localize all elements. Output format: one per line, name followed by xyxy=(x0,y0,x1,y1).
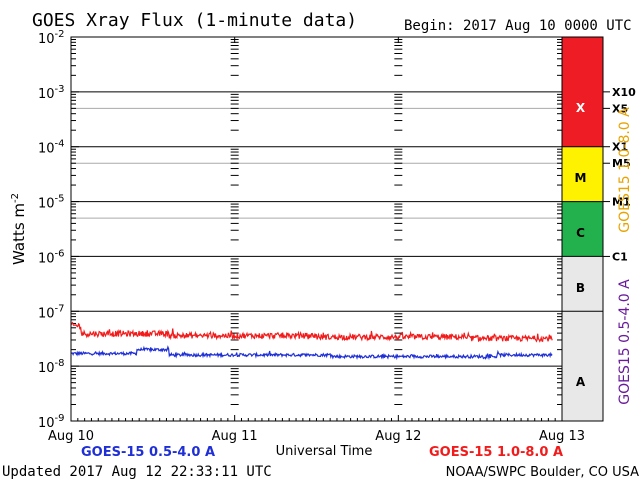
y-tick-label-base: 10 xyxy=(38,87,55,102)
y-tick-label: 10-6 xyxy=(38,248,65,266)
y-tick-label-exponent: -8 xyxy=(55,358,65,369)
class-marker-label: X1 xyxy=(612,141,628,154)
x-tick-label: Aug 10 xyxy=(48,429,94,444)
y-tick-label-exponent: -6 xyxy=(55,248,65,259)
y-tick-label-exponent: -5 xyxy=(55,194,65,205)
legend-long-channel: GOES-15 1.0-8.0 A xyxy=(429,445,563,460)
x-tick-label: Aug 11 xyxy=(212,429,258,444)
y-tick-label: 10-9 xyxy=(38,413,65,431)
y-axis-label: Watts m-2 xyxy=(10,193,28,265)
class-band-m xyxy=(562,146,603,202)
chart-title: GOES Xray Flux (1-minute data) xyxy=(32,10,357,31)
class-marker-labels: X10 X5 X1 M5 M1 C1 xyxy=(603,86,636,263)
y-tick-label-exponent: -9 xyxy=(55,413,65,424)
class-band-label-a: A xyxy=(576,375,586,389)
class-band-a xyxy=(562,311,603,421)
y-tick-label-base: 10 xyxy=(38,306,55,321)
class-band-x xyxy=(562,37,603,147)
y-axis-label-sup: -2 xyxy=(10,193,21,203)
series-line-short-channel xyxy=(70,345,553,361)
right-axis-label-long-channel: GOES15 1.0-8.0 A xyxy=(617,107,633,233)
x-tick-label: Aug 12 xyxy=(375,429,421,444)
class-band-label-m: M xyxy=(575,171,587,185)
x-axis-label: Universal Time xyxy=(276,444,373,459)
y-tick-label-base: 10 xyxy=(38,197,55,212)
class-marker-label: X5 xyxy=(612,102,628,115)
class-band-c xyxy=(562,201,603,257)
y-tick-label-exponent: -3 xyxy=(55,84,65,95)
footer-updated: Updated 2017 Aug 12 22:33:11 UTC xyxy=(2,464,272,480)
class-marker-label: M1 xyxy=(612,196,631,209)
right-axis-label-short-channel: GOES15 0.5-4.0 A xyxy=(617,279,633,405)
class-band-b xyxy=(562,256,603,312)
y-tick-label: 10-7 xyxy=(38,303,65,321)
y-tick-labels: 10-210-310-410-510-610-710-810-9 xyxy=(38,29,79,431)
series-line-long-channel xyxy=(70,321,553,343)
y-tick-label-base: 10 xyxy=(38,361,55,376)
footer-source: NOAA/SWPC Boulder, CO USA xyxy=(446,465,639,480)
y-tick-label-base: 10 xyxy=(38,142,55,157)
y-tick-label-base: 10 xyxy=(38,32,55,47)
class-marker-label: X10 xyxy=(612,86,636,99)
flare-class-bands: X M C B A xyxy=(561,36,604,422)
class-band-label-c: C xyxy=(576,226,585,240)
y-tick-label-base: 10 xyxy=(38,251,55,266)
y-tick-label-exponent: -2 xyxy=(55,29,65,40)
x-tick-label: Aug 13 xyxy=(539,429,585,444)
x-tick-labels: Aug 10 Aug 11 Aug 12 Aug 13 xyxy=(48,429,585,444)
plot-frame xyxy=(70,36,563,422)
begin-label: Begin: 2017 Aug 10 0000 UTC xyxy=(404,18,632,34)
y-tick-label-base: 10 xyxy=(38,416,55,431)
y-tick-label: 10-5 xyxy=(38,194,65,212)
y-tick-label: 10-4 xyxy=(38,139,65,157)
y-tick-label: 10-2 xyxy=(38,29,65,47)
class-band-label-x: X xyxy=(576,101,586,115)
series-layer xyxy=(70,321,553,361)
y-axis-label-main: Watts m xyxy=(10,203,28,265)
y-tick-label-exponent: -7 xyxy=(55,303,65,314)
class-band-label-b: B xyxy=(576,281,585,295)
class-marker-label: M5 xyxy=(612,157,631,170)
y-tick-label-exponent: -4 xyxy=(55,139,65,150)
class-marker-label: C1 xyxy=(612,250,628,263)
legend-short-channel: GOES-15 0.5-4.0 A xyxy=(81,445,215,460)
y-tick-label: 10-3 xyxy=(38,84,65,102)
y-tick-label: 10-8 xyxy=(38,358,65,376)
